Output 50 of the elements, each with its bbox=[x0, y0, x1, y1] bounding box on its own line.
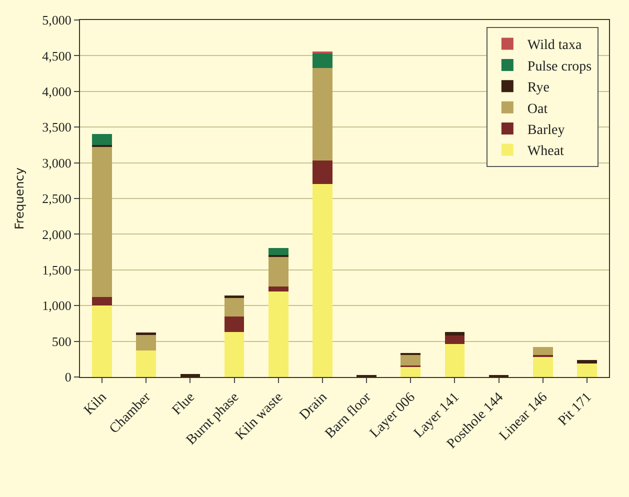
legend-label: Wheat bbox=[527, 144, 564, 160]
bar bbox=[400, 354, 421, 366]
bar bbox=[92, 134, 112, 145]
bar bbox=[532, 356, 553, 377]
legend-label: Pulse crops bbox=[527, 59, 592, 74]
y-tick-label: 1,000 bbox=[42, 298, 72, 314]
bar bbox=[136, 334, 156, 351]
bar bbox=[180, 374, 200, 377]
bar bbox=[312, 184, 332, 377]
bar bbox=[92, 144, 112, 148]
x-tick-label: Flue bbox=[170, 390, 198, 418]
bar bbox=[577, 360, 597, 364]
legend-label: Barley bbox=[527, 123, 565, 138]
legend-label: Rye bbox=[527, 80, 550, 96]
bar bbox=[444, 332, 465, 336]
y-tick-label: 4,500 bbox=[42, 48, 72, 64]
y-tick-label: 4,000 bbox=[42, 84, 72, 99]
bar bbox=[312, 51, 332, 54]
bar bbox=[312, 160, 332, 184]
bar bbox=[400, 367, 421, 377]
x-tick-label: Kiln bbox=[82, 390, 110, 418]
bar bbox=[92, 306, 112, 377]
bar bbox=[268, 248, 288, 255]
legend-label: Wild taxa bbox=[527, 38, 582, 54]
bar bbox=[224, 316, 244, 332]
bar bbox=[532, 347, 553, 355]
y-tick-label: 1,500 bbox=[42, 262, 72, 278]
bar bbox=[268, 256, 288, 286]
bar bbox=[92, 297, 112, 306]
bar bbox=[268, 291, 288, 377]
bar bbox=[224, 332, 244, 377]
bar bbox=[92, 147, 112, 298]
y-tick-label: 0 bbox=[64, 370, 72, 385]
x-tick-label: Pit 171 bbox=[556, 390, 595, 429]
y-axis-title: Frequency bbox=[12, 168, 26, 230]
bar bbox=[224, 297, 244, 316]
y-tick-label: 2,500 bbox=[42, 191, 72, 206]
bar bbox=[312, 54, 332, 68]
bar bbox=[444, 344, 465, 377]
y-tick-label: 2,000 bbox=[42, 226, 72, 242]
legend-label: Oat bbox=[527, 102, 548, 117]
y-tick-label: 3,500 bbox=[42, 120, 72, 135]
y-tick-label: 3,000 bbox=[42, 155, 72, 170]
bar bbox=[268, 286, 288, 292]
bar bbox=[312, 68, 332, 161]
bar bbox=[136, 350, 156, 377]
bar bbox=[577, 363, 597, 377]
y-tick-label: 500 bbox=[52, 334, 72, 349]
bar bbox=[444, 336, 465, 344]
y-tick-label: 5,000 bbox=[42, 12, 72, 28]
